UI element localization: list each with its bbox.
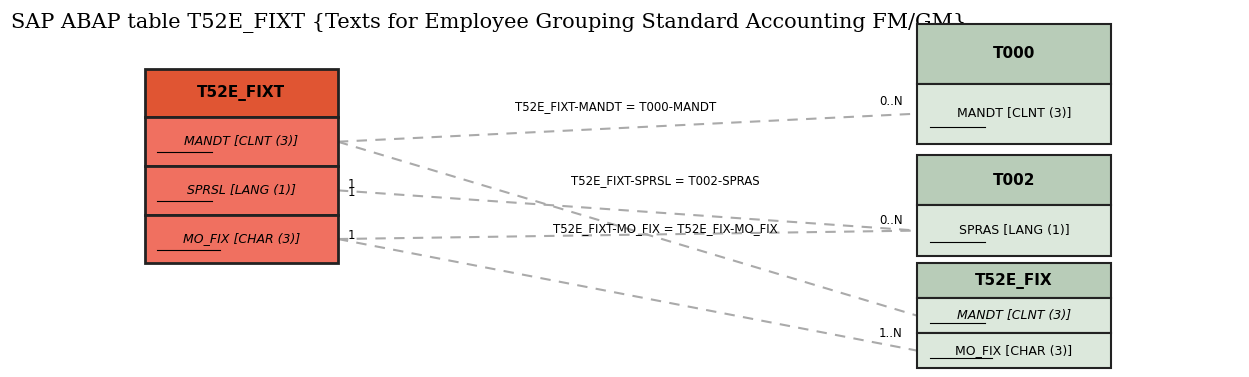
Text: 0..N: 0..N: [879, 95, 903, 108]
Text: MO_FIX [CHAR (3)]: MO_FIX [CHAR (3)]: [955, 344, 1073, 357]
Text: T002: T002: [993, 173, 1035, 188]
Text: MANDT [CLNT (3)]: MANDT [CLNT (3)]: [957, 107, 1072, 120]
Text: 1..N: 1..N: [878, 327, 903, 340]
Text: MANDT [CLNT (3)]: MANDT [CLNT (3)]: [957, 309, 1070, 322]
Text: MO_FIX [CHAR (3)]: MO_FIX [CHAR (3)]: [182, 233, 300, 245]
FancyBboxPatch shape: [917, 24, 1110, 84]
FancyBboxPatch shape: [145, 166, 338, 215]
FancyBboxPatch shape: [145, 215, 338, 264]
Text: SPRAS [LANG (1)]: SPRAS [LANG (1)]: [959, 224, 1069, 237]
Text: SPRSL [LANG (1)]: SPRSL [LANG (1)]: [187, 184, 296, 197]
Text: T000: T000: [993, 46, 1035, 61]
Text: T52E_FIXT: T52E_FIXT: [197, 85, 285, 101]
Text: 1: 1: [347, 178, 355, 191]
Text: T52E_FIXT-MANDT = T000-MANDT: T52E_FIXT-MANDT = T000-MANDT: [515, 100, 716, 113]
FancyBboxPatch shape: [145, 117, 338, 166]
Text: 1: 1: [347, 186, 355, 199]
Text: SAP ABAP table T52E_FIXT {Texts for Employee Grouping Standard Accounting FM/GM}: SAP ABAP table T52E_FIXT {Texts for Empl…: [11, 12, 967, 33]
FancyBboxPatch shape: [917, 155, 1110, 205]
Text: T52E_FIX: T52E_FIX: [975, 273, 1053, 289]
FancyBboxPatch shape: [145, 69, 338, 117]
FancyBboxPatch shape: [917, 84, 1110, 144]
Text: MANDT [CLNT (3)]: MANDT [CLNT (3)]: [184, 135, 299, 148]
Text: 0..N: 0..N: [879, 214, 903, 227]
FancyBboxPatch shape: [917, 333, 1110, 368]
Text: T52E_FIXT-SPRSL = T002-SPRAS: T52E_FIXT-SPRSL = T002-SPRAS: [571, 174, 759, 187]
FancyBboxPatch shape: [917, 298, 1110, 333]
FancyBboxPatch shape: [917, 264, 1110, 298]
FancyBboxPatch shape: [917, 205, 1110, 256]
Text: 1: 1: [347, 229, 355, 242]
Text: T52E_FIXT-MO_FIX = T52E_FIX-MO_FIX: T52E_FIXT-MO_FIX = T52E_FIX-MO_FIX: [553, 222, 777, 235]
